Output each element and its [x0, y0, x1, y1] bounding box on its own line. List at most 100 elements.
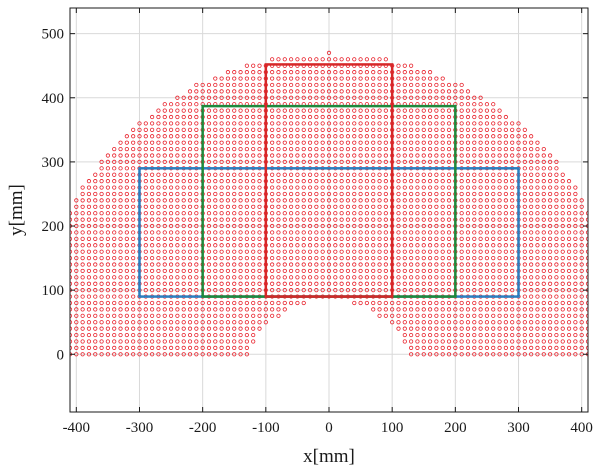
workspace-point: [377, 57, 382, 62]
workspace-point: [200, 307, 205, 312]
workspace-point: [497, 307, 502, 312]
workspace-point: [206, 300, 212, 306]
workspace-point: [522, 320, 527, 325]
workspace-point: [251, 339, 256, 344]
workspace-point: [168, 121, 174, 126]
workspace-point: [579, 249, 584, 254]
workspace-point: [326, 262, 332, 267]
workspace-point: [465, 332, 471, 338]
workspace-point: [162, 172, 167, 177]
workspace-point: [371, 288, 376, 293]
workspace-point: [213, 332, 218, 338]
workspace-point: [510, 159, 515, 164]
workspace-point: [503, 153, 508, 158]
workspace-point: [156, 121, 161, 126]
workspace-point: [251, 268, 256, 274]
workspace-point: [282, 281, 287, 286]
workspace-point: [427, 198, 433, 203]
workspace-point: [497, 236, 502, 241]
workspace-point: [219, 223, 224, 229]
workspace-point: [402, 332, 407, 338]
workspace-point: [396, 217, 401, 222]
workspace-point: [427, 288, 433, 293]
workspace-point: [187, 243, 193, 248]
workspace-point: [566, 288, 572, 293]
workspace-point: [219, 339, 224, 344]
workspace-point: [194, 108, 199, 113]
workspace-point: [74, 326, 79, 331]
workspace-point: [288, 121, 294, 126]
workspace-point: [364, 288, 369, 293]
workspace-point: [409, 332, 414, 338]
workspace-point: [541, 275, 546, 280]
workspace-point: [131, 243, 136, 248]
workspace-point: [118, 281, 123, 286]
workspace-point: [529, 268, 534, 274]
workspace-point: [421, 121, 426, 126]
workspace-point: [270, 313, 275, 318]
workspace-point: [573, 230, 578, 235]
workspace-point: [427, 95, 433, 100]
workspace-point: [124, 281, 129, 286]
workspace-point: [409, 268, 414, 274]
workspace-point: [168, 249, 174, 254]
workspace-point: [150, 275, 155, 280]
workspace-point: [364, 249, 369, 254]
workspace-point: [510, 281, 515, 286]
workspace-point: [118, 268, 123, 274]
workspace-point: [364, 146, 369, 152]
workspace-point: [168, 159, 174, 164]
workspace-point: [282, 307, 287, 312]
workspace-point: [364, 57, 369, 62]
workspace-point: [238, 217, 243, 222]
workspace-point: [156, 172, 161, 177]
workspace-point: [112, 275, 117, 280]
workspace-point: [402, 179, 407, 184]
workspace-point: [560, 313, 565, 318]
workspace-point: [535, 153, 540, 158]
workspace-point: [206, 288, 212, 293]
workspace-point: [156, 262, 161, 267]
workspace-point: [409, 217, 414, 222]
workspace-point: [320, 159, 325, 164]
workspace-point: [131, 249, 136, 254]
workspace-point: [345, 95, 351, 100]
workspace-point: [150, 288, 155, 293]
workspace-point: [529, 134, 534, 139]
workspace-point: [364, 179, 369, 184]
workspace-point: [484, 114, 490, 120]
workspace-point: [497, 198, 502, 203]
workspace-point: [547, 268, 553, 274]
workspace-point: [402, 140, 407, 145]
workspace-point: [566, 275, 572, 280]
workspace-point: [415, 179, 420, 184]
workspace-point: [168, 288, 174, 293]
workspace-point: [307, 204, 313, 209]
workspace-point: [541, 326, 546, 331]
workspace-point: [124, 198, 129, 203]
workspace-point: [118, 204, 123, 209]
workspace-point: [465, 281, 471, 286]
workspace-point: [383, 185, 388, 190]
workspace-point: [593, 314, 596, 317]
workspace-point: [409, 127, 414, 132]
workspace-point: [244, 63, 249, 68]
workspace-point: [131, 236, 136, 241]
workspace-point: [156, 230, 161, 235]
workspace-point: [288, 300, 294, 306]
workspace-point: [478, 288, 483, 293]
workspace-point: [352, 230, 357, 235]
workspace-point: [446, 300, 452, 306]
workspace-point: [371, 204, 376, 209]
workspace-point: [168, 236, 174, 241]
workspace-point: [415, 249, 420, 254]
workspace-point: [446, 121, 452, 126]
workspace-point: [465, 326, 471, 331]
workspace-point: [573, 204, 578, 209]
workspace-point: [503, 198, 508, 203]
workspace-point: [497, 313, 502, 318]
workspace-point: [150, 140, 155, 145]
workspace-point: [131, 211, 136, 216]
workspace-point: [213, 230, 218, 235]
workspace-point: [503, 307, 508, 312]
